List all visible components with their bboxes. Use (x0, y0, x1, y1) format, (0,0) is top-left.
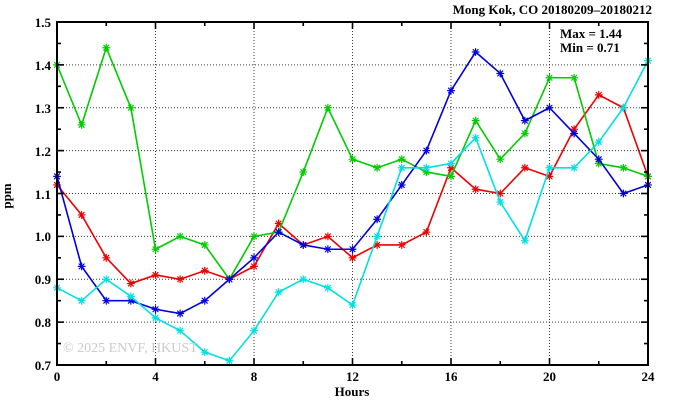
series-blue (52, 48, 653, 318)
x-tick-label: 20 (543, 369, 556, 384)
x-tick-label: 16 (444, 369, 458, 384)
y-axis-label: ppm (0, 183, 14, 209)
y-tick-label: 1.1 (34, 186, 51, 202)
x-tick-label: 0 (53, 369, 61, 384)
x-tick-label: 4 (152, 369, 159, 384)
y-tick-label: 1.5 (34, 15, 51, 30)
x-axis-label: Hours (334, 384, 370, 399)
series-cyan-markers (52, 56, 653, 365)
series-cyan-line (56, 59, 649, 362)
x-tick-label: 8 (250, 369, 258, 384)
y-tick-label: 1.4 (34, 57, 51, 73)
y-tick-label: 0.9 (34, 272, 51, 288)
series-blue-markers (52, 48, 653, 318)
axis-ticks (56, 21, 649, 366)
y-tick-label: 1.3 (34, 100, 51, 116)
y-tick-label: 0.8 (34, 315, 51, 331)
series-cyan (52, 56, 653, 365)
max-annotation: Max = 1.44 (560, 26, 622, 41)
watermark: © 2025 ENVF, HKUST (63, 341, 198, 356)
x-tick-label: 24 (641, 369, 655, 384)
x-tick-label: 12 (346, 369, 359, 384)
y-tick-label: 1.2 (34, 143, 51, 159)
y-tick-label: 1.0 (34, 229, 51, 245)
y-tick-label: 0.7 (34, 358, 51, 373)
chart-title: Mong Kok, CO 20180209–20180212 (452, 2, 652, 17)
min-annotation: Min = 0.71 (560, 40, 620, 55)
